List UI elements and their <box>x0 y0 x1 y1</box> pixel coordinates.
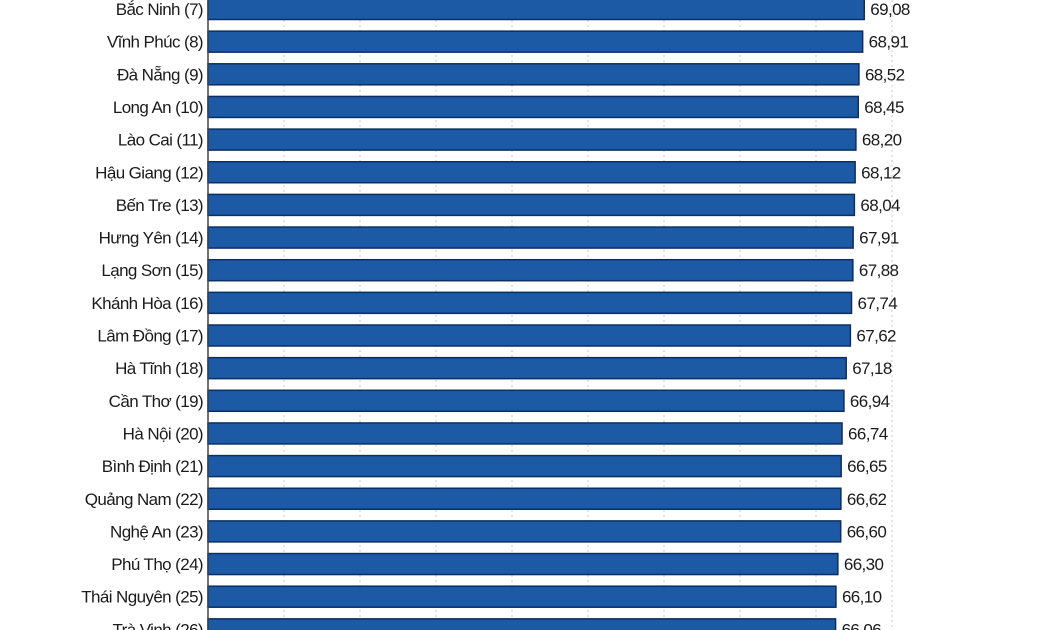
value-label: 67,91 <box>859 229 899 248</box>
bar <box>207 30 864 53</box>
bar <box>207 95 860 119</box>
category-label: Bến Tre (13) <box>116 196 203 215</box>
value-label: 67,18 <box>852 359 892 378</box>
bar <box>207 291 853 315</box>
category-label: Bình Định (21) <box>102 457 203 476</box>
category-label: Nghệ An (23) <box>110 522 203 541</box>
bar <box>207 258 854 282</box>
category-label: Cần Thơ (19) <box>109 392 203 411</box>
bar <box>207 422 843 445</box>
value-label: 67,62 <box>856 327 896 346</box>
value-label: 66,74 <box>848 424 888 443</box>
bar <box>207 356 847 380</box>
value-label: 68,04 <box>860 196 900 215</box>
bar <box>207 618 837 630</box>
value-label: 66,10 <box>842 588 882 607</box>
category-label: Đà Nẵng (9) <box>117 65 203 84</box>
category-label: Lào Cai (11) <box>118 131 203 150</box>
category-label: Trà Vinh (26) <box>113 620 203 630</box>
bar <box>207 552 839 576</box>
bar <box>207 324 852 347</box>
value-label: 68,45 <box>864 98 904 117</box>
value-label: 68,52 <box>865 65 905 84</box>
category-label: Bắc Ninh (7) <box>116 0 203 19</box>
bar <box>207 226 854 249</box>
value-label: 68,12 <box>861 163 901 182</box>
category-label: Hà Tĩnh (18) <box>115 359 203 378</box>
category-label: Thái Nguyên (25) <box>81 588 203 607</box>
bar <box>207 520 842 543</box>
value-label: 67,88 <box>859 261 899 280</box>
bars <box>207 0 866 630</box>
bar <box>207 193 856 217</box>
value-label: 66,60 <box>847 522 887 541</box>
value-label: 66,65 <box>847 457 887 476</box>
value-label: 66,94 <box>850 392 890 411</box>
category-label: Khánh Hòa (16) <box>91 294 203 313</box>
category-label: Lạng Sơn (15) <box>101 261 203 280</box>
value-label: 69,08 <box>870 0 910 19</box>
bar <box>207 128 857 151</box>
category-label: Long An (10) <box>113 98 203 117</box>
category-label: Hậu Giang (12) <box>95 163 203 182</box>
value-label: 66,06 <box>842 620 882 630</box>
category-label: Hưng Yên (14) <box>99 229 203 248</box>
value-label: 68,91 <box>869 33 909 52</box>
bar <box>207 487 842 510</box>
category-label: Quảng Nam (22) <box>85 490 203 509</box>
value-label: 68,20 <box>862 131 902 150</box>
bar <box>207 585 837 608</box>
value-label: 67,74 <box>858 294 898 313</box>
category-labels: Bắc Ninh (7) Vĩnh Phúc (8) Đà Nẵng (9) Long… <box>81 0 203 630</box>
bar <box>207 161 856 184</box>
value-label: 66,30 <box>844 555 884 574</box>
category-label: Hà Nội (20) <box>123 424 203 443</box>
value-labels: 69,08 68,91 68,52 68,45 68,20 68,12 68,04 67,91… <box>842 0 911 630</box>
bar <box>207 63 860 86</box>
category-label: Vĩnh Phúc (8) <box>107 33 203 52</box>
category-label: Lâm Đồng (17) <box>97 327 203 346</box>
value-label: 66,62 <box>847 490 887 509</box>
category-label: Phú Thọ (24) <box>111 555 203 574</box>
bar <box>207 389 845 413</box>
bar <box>207 454 842 478</box>
bar <box>207 0 866 21</box>
